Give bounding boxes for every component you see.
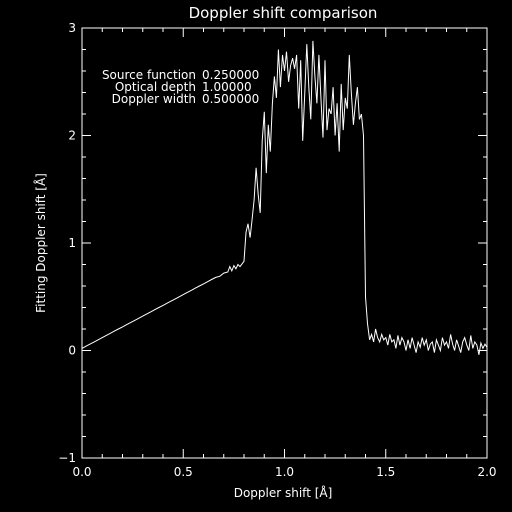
x-axis-label: Doppler shift [Å] [234, 485, 333, 500]
y-tick-label: 0 [68, 344, 76, 358]
x-tick-label: 1.5 [376, 465, 395, 479]
annotation-label-optical-depth: Optical depth [115, 80, 196, 94]
series-line [81, 40, 488, 355]
chart-title: Doppler shift comparison [189, 4, 378, 22]
annotation-value-source-function: 0.250000 [202, 68, 259, 82]
x-axis-ticks: 0.0 0.5 1.0 1.5 2.0 [72, 28, 497, 479]
parameter-annotations: Source function 0.250000 Optical depth 1… [102, 68, 259, 106]
annotation-value-doppler-width: 0.500000 [202, 92, 259, 106]
x-tick-label: 0.0 [72, 465, 91, 479]
annotation-value-optical-depth: 1.00000 [202, 80, 252, 94]
y-tick-label: −1 [58, 451, 76, 465]
annotation-label-doppler-width: Doppler width [112, 92, 196, 106]
y-tick-label: 2 [68, 129, 76, 143]
y-axis-label: Fitting Doppler shift [Å] [33, 173, 48, 313]
x-tick-label: 0.5 [174, 465, 193, 479]
y-tick-label: 3 [68, 21, 76, 35]
x-tick-label: 2.0 [477, 465, 496, 479]
y-tick-label: 1 [68, 236, 76, 250]
x-tick-label: 1.0 [275, 465, 294, 479]
annotation-label-source-function: Source function [102, 68, 196, 82]
y-axis-ticks: −1 0 1 2 3 [58, 21, 487, 465]
